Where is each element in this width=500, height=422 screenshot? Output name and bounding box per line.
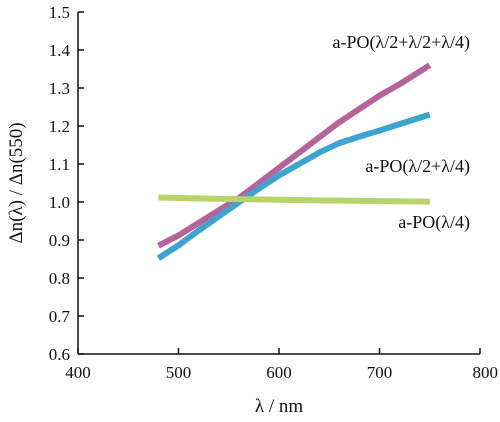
x-tick-label: 700 — [367, 363, 393, 382]
y-tick-label: 1.3 — [49, 79, 70, 98]
y-tick-label: 1.4 — [49, 41, 71, 60]
x-tick-label: 500 — [166, 363, 192, 382]
y-axis-title: Δn(λ) / Δn(550) — [6, 122, 27, 243]
y-tick-label: 0.7 — [49, 307, 71, 326]
x-tick-label: 600 — [266, 363, 292, 382]
series-label: a-PO(λ/2+λ/2+λ/4) — [333, 32, 470, 53]
y-tick-label: 1.0 — [49, 193, 70, 212]
x-tick-label: 800 — [473, 363, 499, 382]
series-layer — [156, 62, 432, 261]
series-label: a-PO(λ/2+λ/4) — [365, 156, 470, 177]
series-line-half-quarter — [156, 111, 431, 261]
y-tick-label: 1.5 — [49, 3, 70, 22]
axes-layer — [77, 11, 481, 355]
y-tick-label: 1.1 — [49, 155, 70, 174]
x-tick-label: 400 — [65, 363, 91, 382]
y-tick-label: 1.2 — [49, 117, 70, 136]
y-tick-label: 0.8 — [49, 269, 70, 288]
x-axis-title: λ / nm — [255, 396, 303, 417]
series-label: a-PO(λ/4) — [398, 212, 470, 233]
series-line-quarter — [158, 194, 430, 205]
y-tick-label: 0.6 — [49, 345, 70, 364]
series-line-half-half-quarter — [157, 62, 432, 249]
labels-layer: 0.6 0.7 0.8 0.9 1.0 1.1 1.2 1.3 1.4 1.5 400 500 600 7… — [6, 3, 498, 417]
y-tick-label: 0.9 — [49, 231, 70, 250]
